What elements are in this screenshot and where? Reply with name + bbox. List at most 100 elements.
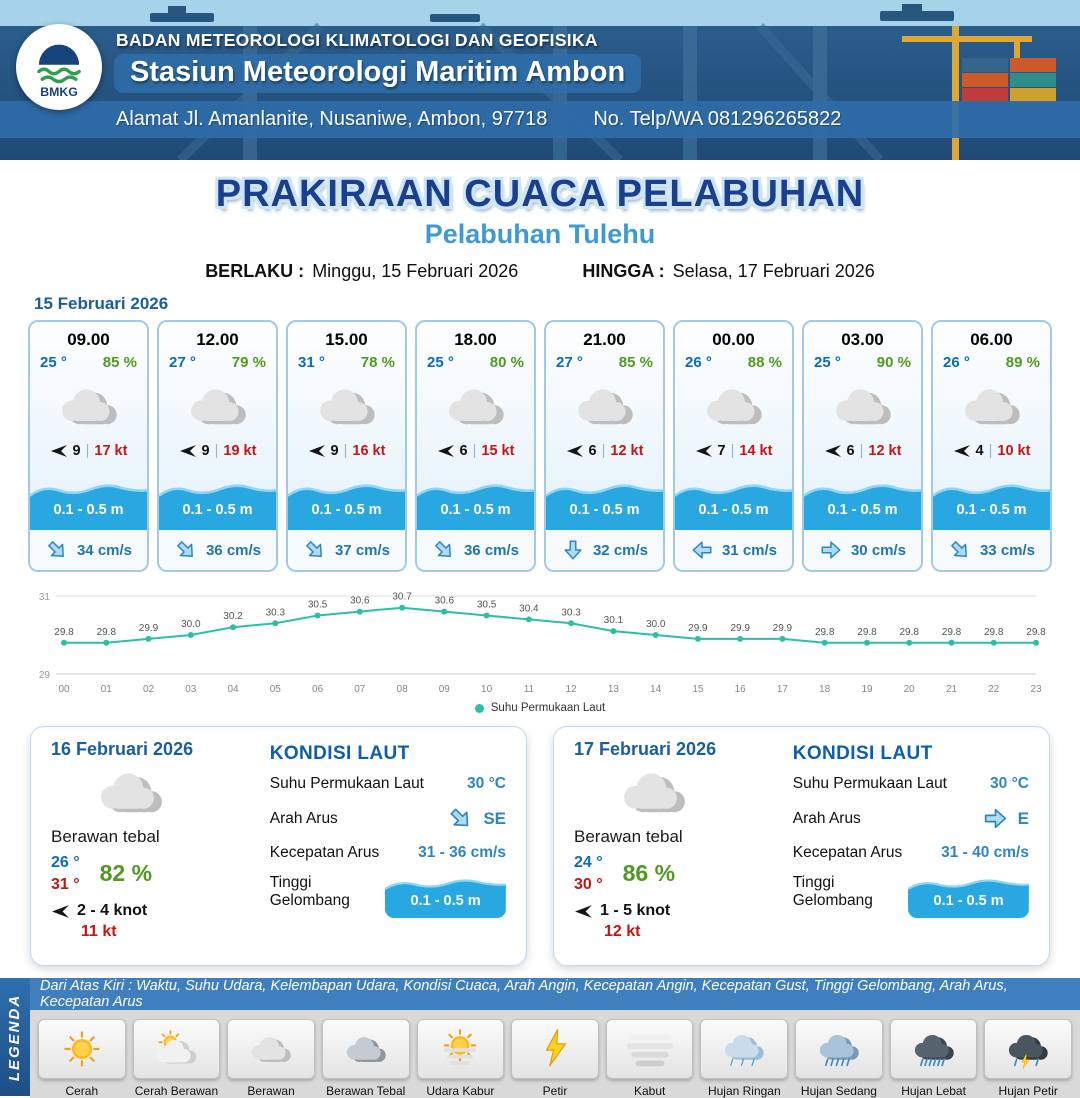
- wind-speed: 6: [846, 443, 855, 459]
- sst-value: 30 °C: [990, 775, 1029, 792]
- logo-text: BMKG: [40, 85, 78, 99]
- sst-row: Suhu Permukaan Laut 30 °C: [270, 775, 506, 793]
- legend-label: Hujan Lebat: [901, 1084, 966, 1098]
- validity-to: HINGGA : Selasa, 17 Februari 2026: [582, 261, 874, 282]
- legend-label: Hujan Ringan: [707, 1084, 781, 1098]
- forecast-time: 15.00: [325, 330, 368, 349]
- daily-condition: Berawan tebal: [51, 827, 160, 846]
- current-row: 33 cm/s: [933, 530, 1050, 570]
- wind-direction-icon: [574, 904, 593, 919]
- humidity: 85 %: [618, 354, 653, 371]
- daily-card: 16 Februari 2026 Berawan tebal 26 ° 31 °…: [30, 726, 527, 966]
- svg-text:18: 18: [819, 684, 831, 695]
- weather-icon: [288, 375, 405, 437]
- legend-section: LEGENDA Dari Atas Kiri : Waktu, Suhu Uda…: [0, 978, 1080, 1098]
- forecast-card: 21.00 27 ° 85 % 6 | 12 kt 0.1 - 0.5 m 32…: [544, 320, 665, 572]
- daily-condition: Berawan tebal: [574, 827, 683, 846]
- current-speed: 31 - 40 cm/s: [941, 844, 1029, 861]
- wind-direction-icon: [695, 444, 713, 458]
- daily-cards-row: 16 Februari 2026 Berawan tebal 26 ° 31 °…: [30, 726, 1050, 966]
- sst-value: 30 °C: [467, 775, 506, 792]
- svg-text:08: 08: [397, 684, 409, 695]
- legend-label: Hujan Sedang: [800, 1084, 877, 1098]
- port-name: Pelabuhan Tulehu: [424, 219, 656, 249]
- daily-left: 17 Februari 2026 Berawan tebal 24 ° 30 °…: [574, 739, 779, 951]
- humidity: 88 %: [747, 354, 782, 371]
- daily-card: 17 Februari 2026 Berawan tebal 24 ° 30 °…: [553, 726, 1050, 966]
- fog-icon: [605, 1019, 694, 1079]
- svg-text:23: 23: [1030, 684, 1042, 695]
- divider: |: [472, 443, 477, 459]
- svg-text:13: 13: [608, 684, 620, 695]
- svg-text:19: 19: [861, 684, 873, 695]
- current-speed: 31 cm/s: [721, 541, 778, 559]
- wind-gust: 10 kt: [997, 443, 1031, 459]
- current-speed: 34 cm/s: [76, 541, 133, 559]
- wind-gust: 12 kt: [868, 443, 902, 459]
- forecast-time: 00.00: [712, 330, 755, 349]
- weather-icon: [546, 375, 663, 437]
- legend-item: Berawan Tebal: [321, 1019, 410, 1098]
- wind-row: 4 | 10 kt: [933, 443, 1050, 459]
- current-speed-label: Kecepatan Arus: [269, 844, 380, 861]
- wind-direction-icon: [824, 444, 842, 458]
- daily-humidity: 82 %: [99, 860, 153, 887]
- svg-text:30.3: 30.3: [561, 607, 581, 618]
- divider: |: [730, 443, 735, 459]
- forecast-card: 09.00 25 ° 85 % 9 | 17 kt 0.1 - 0.5 m 34…: [28, 320, 149, 572]
- current-direction-icon: [690, 538, 714, 562]
- svg-text:29.9: 29.9: [773, 623, 793, 634]
- wind-direction-icon: [50, 444, 68, 458]
- storm-icon: [984, 1019, 1073, 1079]
- wave-height-band: 0.1 - 0.5 m: [546, 478, 663, 530]
- wave-height-label: Tinggi Gelombang: [269, 874, 350, 909]
- temp-humidity-row: 25 ° 80 %: [417, 354, 534, 371]
- svg-text:10: 10: [481, 684, 493, 695]
- temp-humidity-row: 26 ° 89 %: [933, 354, 1050, 371]
- wave-height: 0.1 - 0.5 m: [53, 502, 124, 518]
- current-row: 34 cm/s: [30, 530, 147, 570]
- wind-row: 7 | 14 kt: [675, 443, 792, 459]
- daily-gust: 12 kt: [604, 923, 641, 941]
- berlaku-label: BERLAKU :: [205, 261, 305, 281]
- svg-text:02: 02: [143, 684, 155, 695]
- wave-height-band: 0.1 - 0.5 m: [417, 478, 534, 530]
- current-direction-icon: [40, 533, 74, 567]
- sst-chart: 31 29 29.8 00 29.8 01 29.9 02 30.0 03 30.2 04 30.3 05…: [39, 592, 1046, 695]
- wave-height: 0.1 - 0.5 m: [698, 502, 769, 518]
- current-row: 30 cm/s: [804, 530, 921, 570]
- current-speed: 30 cm/s: [850, 541, 907, 559]
- current-speed-row: Kecepatan Arus 31 - 36 cm/s: [270, 844, 506, 862]
- current-direction-icon: [427, 533, 461, 567]
- weather-icon: [933, 375, 1050, 437]
- wind-row: 9 | 17 kt: [30, 443, 147, 459]
- current-speed: 37 cm/s: [334, 541, 391, 559]
- legend-label: Berawan Tebal: [326, 1084, 406, 1098]
- svg-text:30.6: 30.6: [350, 596, 370, 607]
- legend-label: Udara Kabur: [426, 1084, 495, 1098]
- daily-wind: 2 - 4 knot: [77, 902, 148, 920]
- bolt-icon: [511, 1019, 599, 1079]
- svg-text:29.9: 29.9: [688, 623, 708, 634]
- svg-text:30.2: 30.2: [223, 611, 243, 622]
- bmkg-logo: BMKG: [16, 24, 102, 110]
- legend-item: Berawan: [227, 1019, 315, 1098]
- temp-humidity-row: 27 ° 85 %: [546, 354, 663, 371]
- wind-speed: 9: [330, 443, 339, 459]
- daily-temps: 26 ° 31 °: [51, 852, 80, 895]
- legend-item: Cerah Berawan: [132, 1019, 221, 1098]
- daily-temps: 24 ° 30 °: [574, 852, 603, 895]
- wave-height-band: 0.1 - 0.5 m: [933, 478, 1050, 530]
- wind-direction-icon: [953, 444, 971, 458]
- wave-height-label: Tinggi Gelombang: [792, 874, 873, 909]
- current-direction-label: Arah Arus: [269, 809, 338, 827]
- cloud-thick-icon: [321, 1019, 410, 1079]
- forecast-card: 15.00 31 ° 78 % 9 | 16 kt 0.1 - 0.5 m 37…: [286, 320, 407, 572]
- daily-left: 16 Februari 2026 Berawan tebal 26 ° 31 °…: [51, 739, 256, 951]
- legend-item: Hujan Lebat: [889, 1019, 978, 1098]
- daily-temp-min: 24 °: [574, 854, 603, 871]
- air-temperature: 27 °: [556, 354, 583, 371]
- humidity: 79 %: [231, 354, 266, 371]
- page-title: PRAKIRAAN CUACA PELABUHAN: [215, 173, 865, 215]
- daily-temp-humidity: 24 ° 30 ° 86 %: [574, 852, 779, 895]
